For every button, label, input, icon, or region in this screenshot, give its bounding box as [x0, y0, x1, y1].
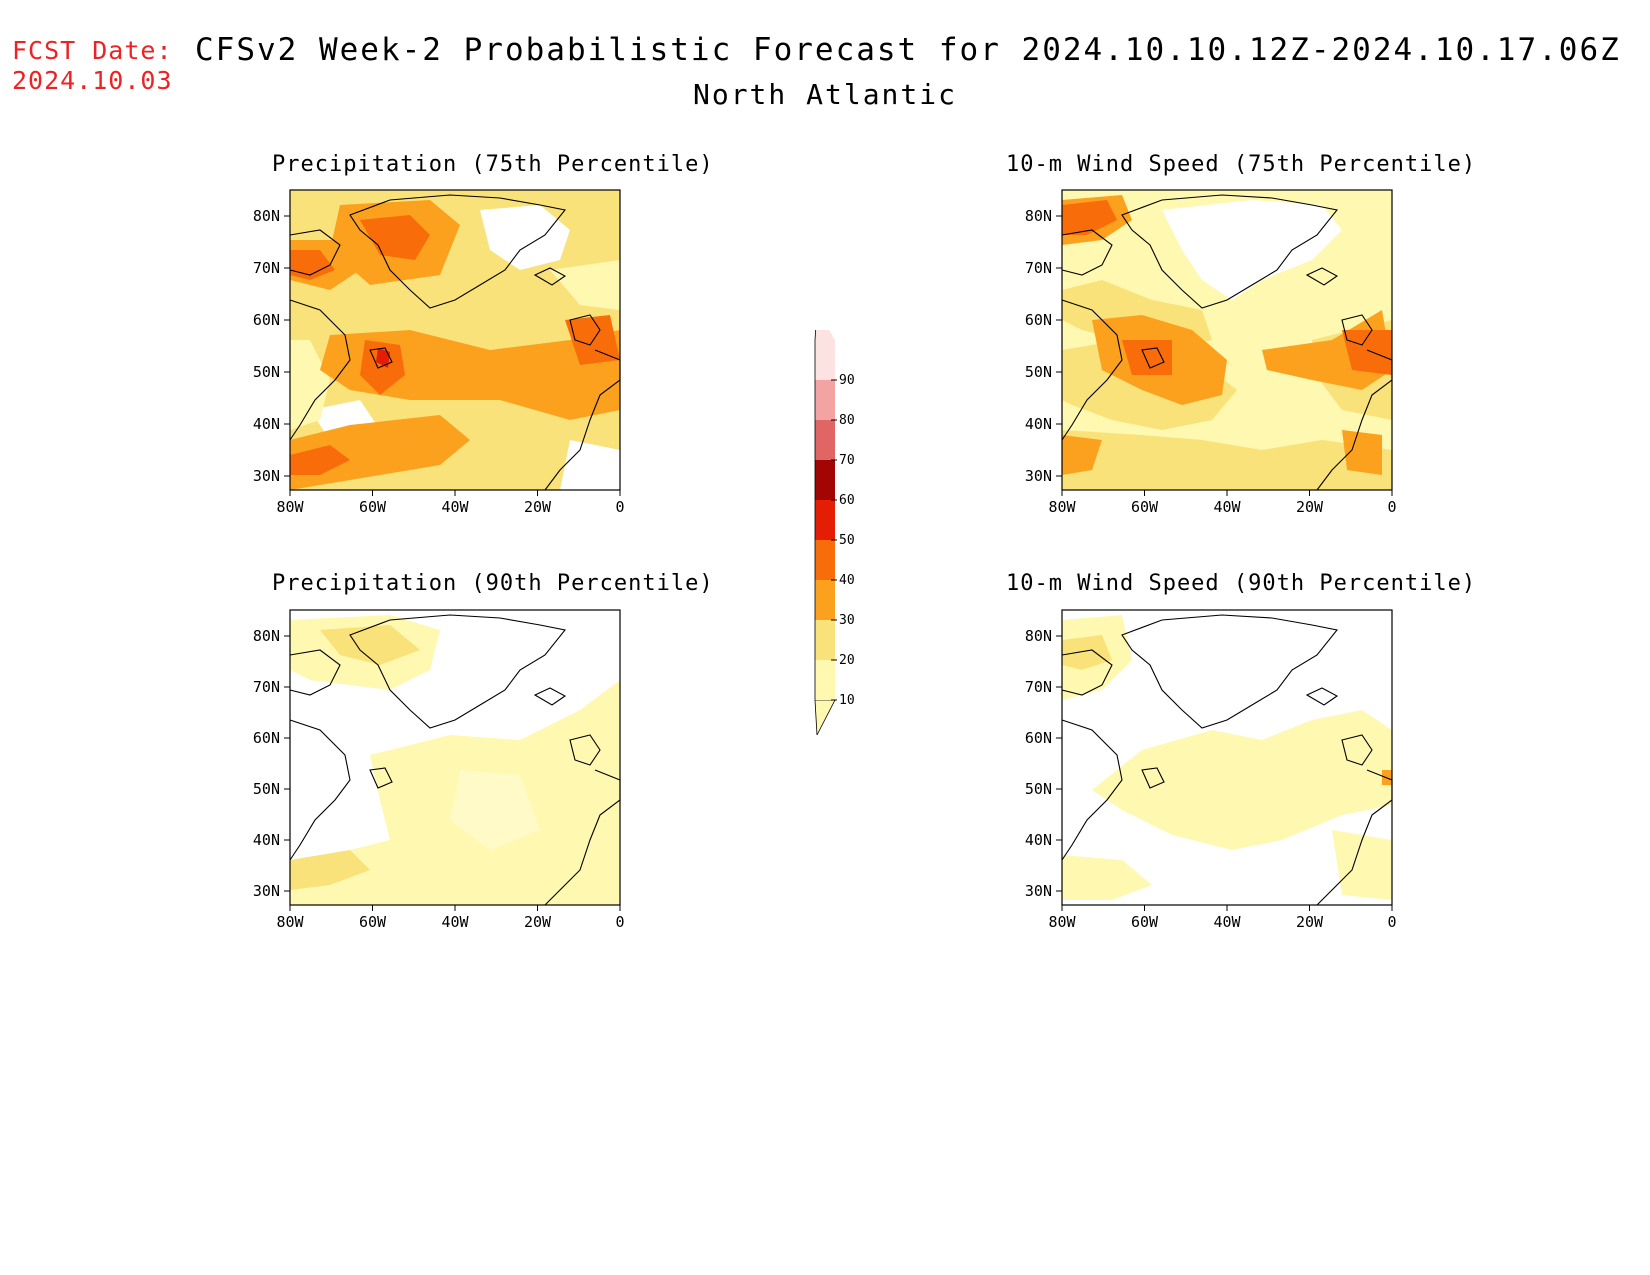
lat-tick-label: 30N: [253, 882, 280, 900]
colorbar-segment: [815, 540, 835, 580]
lat-tick-label: 60N: [253, 311, 280, 329]
lon-tick-label: 20W: [524, 913, 552, 931]
lat-tick-label: 80N: [253, 207, 280, 225]
forecast-date-caption: FCST Date:: [12, 36, 173, 65]
colorbar-label: 30: [839, 613, 855, 628]
map-wind-75: [1061, 189, 1393, 491]
lat-tick-label: 70N: [253, 259, 280, 277]
lon-tick-label: 60W: [1131, 913, 1159, 931]
colorbar-segment: [815, 580, 835, 620]
colorbar-segment: [815, 660, 835, 700]
panel-title-precip-75: Precipitation (75th Percentile): [272, 152, 714, 177]
lon-tick-label: 60W: [1131, 498, 1159, 516]
panel-title-precip-90: Precipitation (90th Percentile): [272, 571, 714, 596]
colorbar-segment: [815, 500, 835, 540]
panel-title-wind-90: 10-m Wind Speed (90th Percentile): [1006, 571, 1477, 596]
lon-tick-label: 0: [1387, 913, 1396, 931]
lat-tick-label: 50N: [1025, 780, 1052, 798]
colorbar-label: 60: [839, 493, 855, 508]
axis-wind-90: 80W 60W 40W 20W 0 80N 70N 60N 50N 40N 30N: [1025, 627, 1397, 931]
lat-tick-label: 50N: [1025, 363, 1052, 381]
lon-tick-label: 0: [1387, 498, 1396, 516]
colorbar-svg: 10 20 30 40 50 60 70 80 90: [814, 309, 855, 736]
lat-tick-label: 80N: [1025, 207, 1052, 225]
colorbar-high-tip: [815, 310, 835, 340]
colorbar: 10 20 30 40 50 60 70 80 90: [800, 309, 860, 754]
map-precip-75: [289, 189, 621, 491]
panel-title-wind-75: 10-m Wind Speed (75th Percentile): [1006, 152, 1477, 177]
lat-tick-label: 40N: [1025, 831, 1052, 849]
colorbar-label: 20: [839, 653, 855, 668]
lat-tick-label: 40N: [1025, 415, 1052, 433]
lon-tick-label: 20W: [1296, 498, 1324, 516]
lon-tick-label: 0: [615, 498, 624, 516]
lat-tick-label: 50N: [253, 780, 280, 798]
lat-tick-label: 30N: [1025, 467, 1052, 485]
lon-tick-label: 40W: [441, 913, 469, 931]
map-wind-90-svg: [1061, 609, 1393, 906]
colorbar-label: 70: [839, 453, 855, 468]
lat-tick-label: 80N: [253, 627, 280, 645]
lon-tick-label: 80W: [276, 498, 304, 516]
map-precip-75-svg: [289, 189, 621, 491]
lon-tick-label: 40W: [441, 498, 469, 516]
lat-tick-label: 40N: [253, 831, 280, 849]
forecast-date-value: 2024.10.03: [12, 66, 173, 95]
map-precip-90: [289, 609, 621, 906]
lon-tick-label: 40W: [1213, 913, 1241, 931]
lon-tick-label: 20W: [1296, 913, 1324, 931]
map-wind-75-svg: [1061, 189, 1393, 491]
colorbar-segment: [815, 620, 835, 660]
lat-tick-label: 70N: [253, 678, 280, 696]
colorbar-segment: [815, 460, 835, 500]
colorbar-label: 50: [839, 533, 855, 548]
lat-tick-label: 50N: [253, 363, 280, 381]
colorbar-segment: [815, 380, 835, 420]
colorbar-label: 40: [839, 573, 855, 588]
lat-tick-label: 40N: [253, 415, 280, 433]
axis-precip-75: 80W 60W 40W 20W 0 80N 70N 60N 50N 40N 30N: [253, 207, 625, 516]
lon-tick-label: 60W: [359, 913, 387, 931]
axis-wind-75: 80W 60W 40W 20W 0 80N 70N 60N 50N 40N 30N: [1025, 207, 1397, 516]
lon-tick-label: 80W: [1048, 913, 1076, 931]
colorbar-segment: [815, 420, 835, 460]
lon-tick-label: 20W: [524, 498, 552, 516]
lat-tick-label: 70N: [1025, 259, 1052, 277]
lat-tick-label: 60N: [253, 729, 280, 747]
axis-precip-90: 80W 60W 40W 20W 0 80N 70N 60N 50N 40N 30N: [253, 627, 625, 931]
colorbar-label: 80: [839, 413, 855, 428]
lon-tick-label: 80W: [1048, 498, 1076, 516]
colorbar-low-tip: [815, 699, 836, 736]
map-wind-90: [1061, 609, 1393, 906]
colorbar-label: 90: [839, 373, 855, 388]
forecast-date-label: FCST Date: 2024.10.03: [12, 36, 173, 96]
lon-tick-label: 60W: [359, 498, 387, 516]
lon-tick-label: 40W: [1213, 498, 1241, 516]
map-precip-90-svg: [289, 609, 621, 906]
lat-tick-label: 80N: [1025, 627, 1052, 645]
colorbar-label: 10: [839, 693, 855, 708]
lat-tick-label: 30N: [253, 467, 280, 485]
lat-tick-label: 60N: [1025, 729, 1052, 747]
region-subtitle: North Atlantic: [692, 78, 957, 111]
lon-tick-label: 0: [615, 913, 624, 931]
lon-tick-label: 80W: [276, 913, 304, 931]
colorbar-segment: [815, 340, 835, 380]
lat-tick-label: 60N: [1025, 311, 1052, 329]
page-title: CFSv2 Week-2 Probabilistic Forecast for …: [195, 32, 1621, 68]
lat-tick-label: 30N: [1025, 882, 1052, 900]
lat-tick-label: 70N: [1025, 678, 1052, 696]
